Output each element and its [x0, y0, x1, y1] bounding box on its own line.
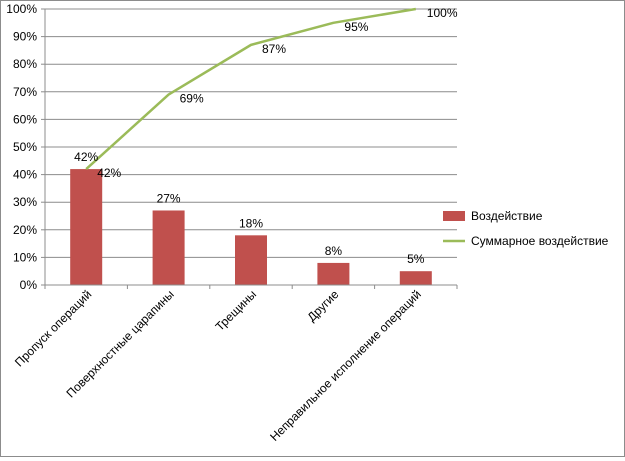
- y-tick-label: 50%: [13, 140, 37, 154]
- bar: [317, 262, 350, 285]
- y-tick-label: 100%: [6, 2, 37, 16]
- y-axis-ticks: 0% 10% 20% 30% 40% 50% 60% 70% 80% 90% 100%: [6, 2, 45, 292]
- cumulative-line: [85, 7, 417, 171]
- x-category-label: Неправильное исполнение операций: [267, 287, 424, 444]
- bar: [235, 235, 267, 285]
- y-tick-label: 70%: [13, 85, 37, 99]
- line-data-label: 42%: [97, 166, 121, 180]
- line-data-label: 87%: [262, 42, 286, 56]
- y-tick-label: 10%: [13, 250, 37, 264]
- bar-data-label: 18%: [239, 216, 263, 230]
- bar-data-label: 42%: [74, 150, 98, 164]
- bar-series: [70, 169, 432, 285]
- line-data-labels: 42% 69% 87% 95% 100%: [97, 6, 458, 180]
- y-tick-label: 90%: [13, 30, 37, 44]
- line-data-label: 69%: [180, 92, 204, 106]
- line-data-label: 95%: [344, 20, 368, 34]
- y-tick-label: 30%: [13, 195, 37, 209]
- bar: [152, 210, 185, 285]
- bar: [399, 271, 432, 285]
- bar-data-label: 5%: [407, 252, 425, 266]
- legend: Воздействие Суммарное воздействие: [443, 209, 609, 248]
- x-category-label: Другие: [304, 287, 341, 324]
- bar: [70, 169, 103, 285]
- x-category-label: Трещины: [213, 287, 260, 334]
- x-category-label: Пропуск операций: [12, 287, 94, 369]
- bar-data-labels: 42% 27% 18% 8% 5%: [74, 150, 425, 266]
- y-tick-label: 0%: [20, 278, 38, 292]
- grid-lines: [45, 8, 457, 258]
- y-tick-label: 40%: [13, 168, 37, 182]
- legend-label-line: Суммарное воздействие: [471, 234, 609, 248]
- legend-swatch-bar: [443, 211, 465, 221]
- cumulative-line-series: [85, 7, 417, 171]
- legend-label-bar: Воздействие: [471, 209, 543, 223]
- bar-data-label: 27%: [157, 191, 181, 205]
- y-tick-label: 60%: [13, 112, 37, 126]
- axes: [44, 9, 458, 289]
- y-tick-label: 80%: [13, 57, 37, 71]
- bar-data-label: 8%: [325, 244, 343, 258]
- y-tick-label: 20%: [13, 223, 37, 237]
- line-data-label: 100%: [427, 6, 458, 20]
